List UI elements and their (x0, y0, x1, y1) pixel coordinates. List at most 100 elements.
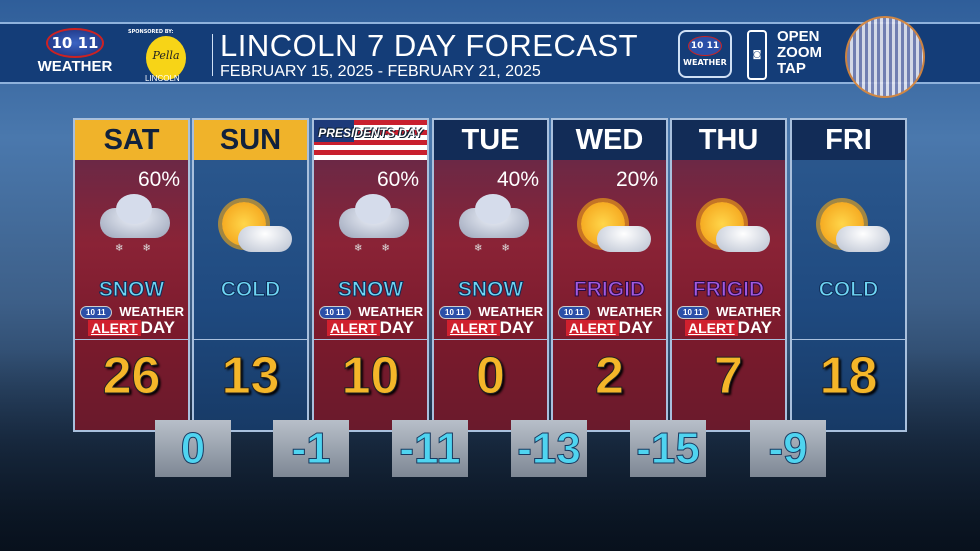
day-column: SAT 60% ❄ ❄ SNOW 10 11 WEATHER ALERT DAY 26 (73, 118, 190, 432)
cta-open: OPEN (777, 28, 820, 45)
day-column: SUN COLD 13 (192, 118, 309, 432)
app-label: WEATHER (683, 58, 727, 67)
alert-day-word: DAY (618, 318, 653, 337)
header-banner: 10 11 WEATHER SPONSORED BY: Pella LINCOLN… (0, 16, 980, 98)
qr-code (845, 16, 925, 98)
low-temp: -11 (392, 420, 468, 477)
condition-label: SNOW (98, 278, 165, 302)
alert-badge-logo: 10 11 (319, 306, 351, 319)
alert-day-word: DAY (499, 318, 534, 337)
low-temp: 0 (155, 420, 231, 477)
precip-chance: 40% (496, 168, 539, 191)
alert-day-word: DAY (379, 318, 414, 337)
day-header: PRESIDENTS DAY (314, 120, 427, 160)
weather-alert-day-badge: 10 11 WEATHER ALERT DAY (77, 304, 186, 337)
alert-word: ALERT (446, 320, 500, 336)
low-temp: -13 (511, 420, 587, 477)
day-header: THU (672, 120, 785, 160)
day-column: WED 20% FRIGID 10 11 WEATHER ALERT DAY 2 (551, 118, 668, 432)
alert-badge-logo: 10 11 (558, 306, 590, 319)
high-temp: 13 (221, 347, 280, 406)
high-temp: 18 (819, 347, 878, 406)
day-name: FRI (825, 124, 872, 156)
cloud-snow-icon: ❄ ❄ (334, 194, 414, 268)
station-logo-oval: 10 11 (46, 28, 104, 58)
alert-weather: WEATHER (716, 304, 781, 319)
day-header: SUN (194, 120, 307, 160)
station-label: WEATHER (37, 58, 113, 75)
day-column: PRESIDENTS DAY 60% ❄ ❄ SNOW 10 11 WEATHER… (312, 118, 429, 432)
cloud-snow-icon: ❄ ❄ (95, 194, 175, 268)
condition-label: COLD (220, 278, 281, 302)
weather-alert-day-badge: 10 11 WEATHER ALERT DAY (674, 304, 783, 337)
day-header: SAT (75, 120, 188, 160)
sponsor-city: LINCOLN (145, 74, 180, 83)
divider (194, 339, 307, 340)
cloud-snow-icon: ❄ ❄ (454, 194, 534, 268)
divider (792, 339, 905, 340)
alert-day-word: DAY (737, 318, 772, 337)
alert-word: ALERT (684, 320, 738, 336)
cta-tap: TAP (777, 60, 806, 77)
day-name: THU (698, 124, 759, 156)
condition-label: SNOW (457, 278, 524, 302)
day-header: FRI (792, 120, 905, 160)
page-title: LINCOLN 7 DAY FORECAST (220, 28, 639, 63)
day-name: WED (575, 124, 644, 156)
station-logo: 10 11 WEATHER (30, 28, 120, 75)
day-header: TUE (434, 120, 547, 160)
weather-alert-day-badge: 10 11 WEATHER ALERT DAY (555, 304, 664, 337)
precip-chance: 20% (615, 168, 658, 191)
alert-badge-logo: 10 11 (80, 306, 112, 319)
divider (314, 339, 427, 340)
day-column: TUE 40% ❄ ❄ SNOW 10 11 WEATHER ALERT DAY 0 (432, 118, 549, 432)
divider (672, 339, 785, 340)
weather-alert-day-badge: 10 11 WEATHER ALERT DAY (316, 304, 425, 337)
cta-zoom: ZOOM (777, 44, 822, 61)
alert-badge-logo: 10 11 (677, 306, 709, 319)
condition-label: FRIGID (573, 278, 646, 302)
high-temp: 10 (341, 347, 400, 406)
high-temp: 7 (714, 347, 744, 406)
low-temp: -1 (273, 420, 349, 477)
precip-chance: 60% (137, 168, 180, 191)
sun-cloud-icon (692, 198, 772, 268)
day-name: SAT (103, 124, 160, 156)
day-column: THU FRIGID 10 11 WEATHER ALERT DAY 7 (670, 118, 787, 432)
alert-weather: WEATHER (358, 304, 423, 319)
sun-cloud-icon (573, 198, 653, 268)
alert-weather: WEATHER (478, 304, 543, 319)
divider (553, 339, 666, 340)
condition-label: FRIGID (692, 278, 765, 302)
high-temp: 2 (595, 347, 625, 406)
alert-weather: WEATHER (597, 304, 662, 319)
alert-weather: WEATHER (119, 304, 184, 319)
date-range: FEBRUARY 15, 2025 - FEBRUARY 21, 2025 (220, 63, 541, 80)
precip-chance: 60% (376, 168, 419, 191)
cta-text: OPEN ZOOM TAP (777, 29, 822, 77)
high-temp: 26 (102, 347, 161, 406)
app-logo-oval: 10 11 (688, 36, 722, 56)
sun-cloud-icon (812, 198, 892, 268)
condition-label: SNOW (337, 278, 404, 302)
divider (212, 34, 213, 76)
alert-word: ALERT (565, 320, 619, 336)
divider (75, 339, 188, 340)
day-name: SUN (219, 124, 282, 156)
divider (434, 339, 547, 340)
day-name: TUE (461, 124, 520, 156)
day-column: FRI COLD 18 (790, 118, 907, 432)
high-temp: 0 (476, 347, 506, 406)
alert-badge-logo: 10 11 (439, 306, 471, 319)
phone-camera-icon: ◙ (747, 30, 767, 80)
alert-word: ALERT (326, 320, 380, 336)
app-logo: 10 11 WEATHER (678, 30, 732, 78)
sponsor-logo: Pella (146, 36, 186, 80)
weather-alert-day-badge: 10 11 WEATHER ALERT DAY (436, 304, 545, 337)
day-name: PRESIDENTS DAY (318, 126, 423, 140)
alert-day-word: DAY (140, 318, 175, 337)
alert-word: ALERT (87, 320, 141, 336)
condition-label: COLD (818, 278, 879, 302)
sun-cloud-icon (214, 198, 294, 268)
low-temp: -9 (750, 420, 826, 477)
